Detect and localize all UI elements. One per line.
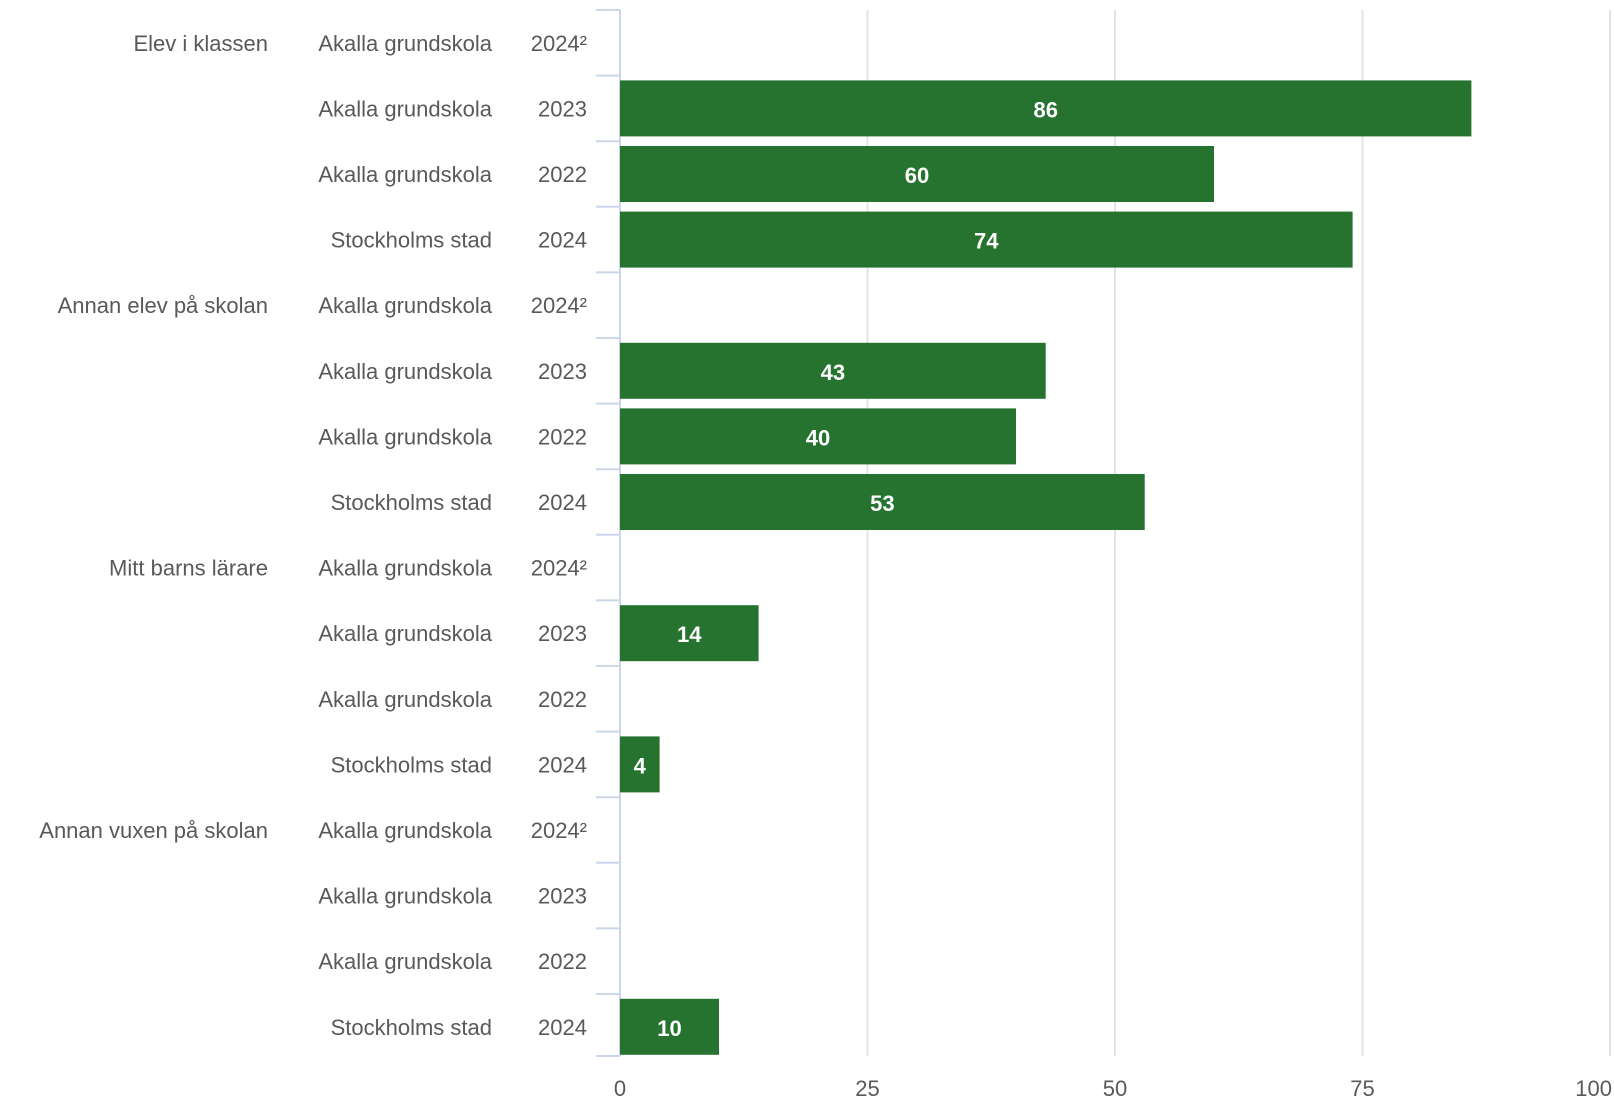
bar-value-label: 43: [821, 360, 845, 385]
year-label: 2024: [538, 228, 587, 253]
unit-label: Akalla grundskola: [318, 31, 492, 56]
category-labels: Elev i klassen Akalla grundskola 2024² Akal…: [39, 31, 587, 1040]
bar-value-label: 74: [974, 229, 999, 254]
unit-label: Stockholms stad: [331, 1015, 492, 1040]
bar: [620, 408, 1016, 465]
x-tick-label: 100: [1575, 1076, 1612, 1099]
unit-label: Akalla grundskola: [318, 687, 492, 712]
bar-value-label: 53: [870, 491, 894, 516]
bar: [620, 998, 719, 1055]
x-tick-label: 25: [855, 1076, 879, 1099]
x-tick-label: 0: [614, 1076, 626, 1099]
unit-label: Akalla grundskola: [318, 96, 492, 121]
group-label: Annan elev på skolan: [58, 293, 268, 318]
year-label: 2023: [538, 96, 587, 121]
year-label: 2023: [538, 621, 587, 646]
year-label: 2024: [538, 1015, 587, 1040]
unit-label: Stockholms stad: [331, 490, 492, 515]
bar: [620, 605, 759, 662]
group-label: Annan vuxen på skolan: [39, 818, 268, 843]
year-label: 2024²: [531, 818, 587, 843]
year-label: 2023: [538, 884, 587, 909]
unit-label: Akalla grundskola: [318, 949, 492, 974]
unit-label: Stockholms stad: [331, 228, 492, 253]
bar-value-label: 14: [677, 622, 702, 647]
bar: [620, 211, 1353, 268]
year-label: 2023: [538, 359, 587, 384]
bar: [620, 736, 660, 793]
bars: 86 60 74 43 40 53 14 4 10: [620, 80, 1472, 1055]
bar: [620, 80, 1472, 137]
bar-value-label: 86: [1033, 97, 1057, 122]
bar-value-label: 60: [905, 163, 929, 188]
x-tick-label: 50: [1103, 1076, 1127, 1099]
year-label: 2022: [538, 687, 587, 712]
bar: [620, 342, 1046, 399]
group-label: Mitt barns lärare: [109, 556, 268, 581]
year-label: 2024²: [531, 556, 587, 581]
category-axis: [596, 9, 621, 1057]
unit-label: Akalla grundskola: [318, 818, 492, 843]
group-label: Elev i klassen: [133, 31, 268, 56]
year-label: 2024²: [531, 31, 587, 56]
unit-label: Akalla grundskola: [318, 424, 492, 449]
bar-value-label: 10: [657, 1016, 681, 1041]
year-label: 2022: [538, 162, 587, 187]
unit-label: Akalla grundskola: [318, 621, 492, 646]
x-tick-label: 75: [1350, 1076, 1374, 1099]
unit-label: Stockholms stad: [331, 752, 492, 777]
year-label: 2022: [538, 424, 587, 449]
bar-value-label: 40: [806, 425, 830, 450]
unit-label: Akalla grundskola: [318, 359, 492, 384]
unit-label: Akalla grundskola: [318, 884, 492, 909]
year-label: 2024²: [531, 293, 587, 318]
bar-value-label: 4: [634, 753, 647, 778]
year-label: 2022: [538, 949, 587, 974]
x-axis-ticks: 0 25 50 75 100: [614, 1076, 1612, 1099]
bar: [620, 146, 1214, 202]
unit-label: Akalla grundskola: [318, 293, 492, 318]
unit-label: Akalla grundskola: [318, 162, 492, 187]
bar: [620, 474, 1145, 530]
unit-label: Akalla grundskola: [318, 556, 492, 581]
year-label: 2024: [538, 490, 587, 515]
year-label: 2024: [538, 752, 587, 777]
